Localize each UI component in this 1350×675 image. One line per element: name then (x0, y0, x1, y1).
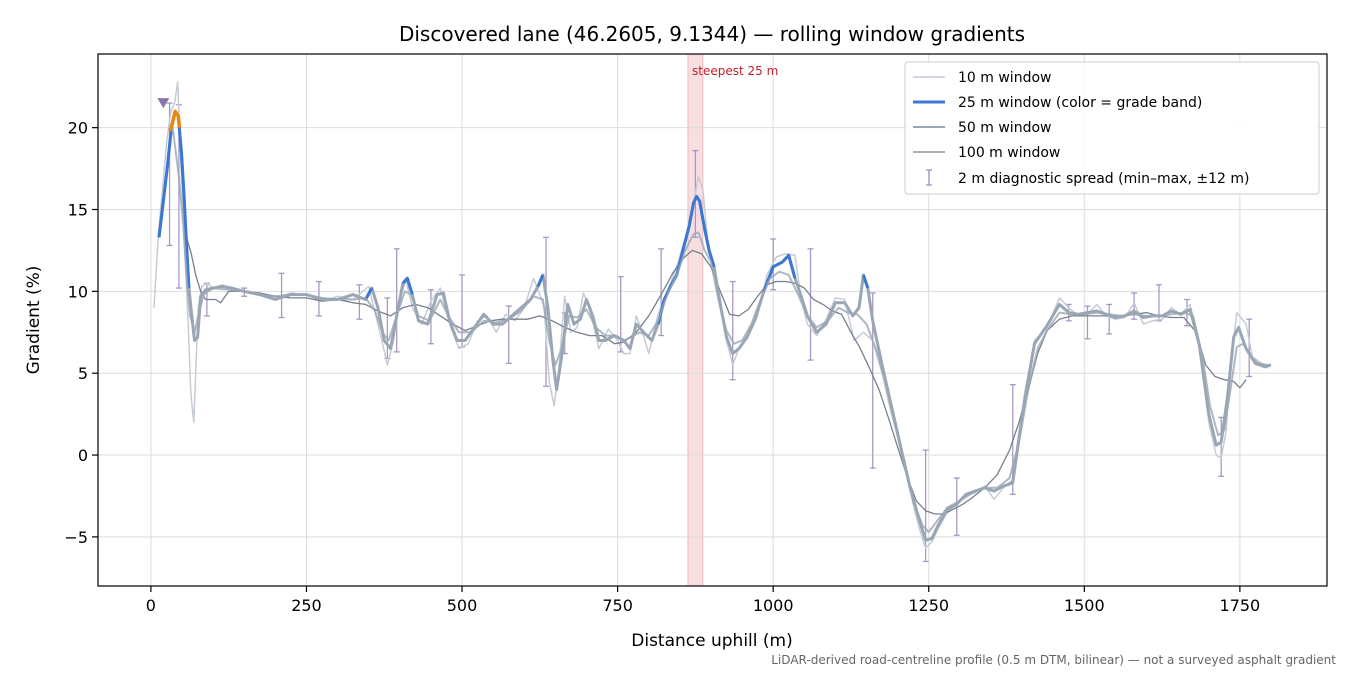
y-tick-label: 15 (68, 201, 88, 220)
legend-label-50m: 50 m window (958, 120, 1051, 136)
tick-layer: 0 250 500 750 1000 1250 1500 1750 −5 0 5 10 15 20 (64, 119, 1260, 615)
errorbar (807, 248, 814, 361)
errorbar (1246, 318, 1253, 378)
legend-label-10m: 10 m window (958, 70, 1051, 86)
steepest-band (687, 53, 704, 587)
x-tick-label: 1000 (753, 596, 794, 615)
x-tick-label: 750 (602, 596, 633, 615)
x-axis-title: Distance uphill (m) (631, 631, 792, 651)
series-line-25m-grade-band (536, 274, 545, 287)
errorbar (658, 248, 665, 337)
errorbar (543, 236, 550, 387)
series-line-25m-grade-band (861, 274, 870, 289)
errorbar (922, 449, 929, 563)
steepest-annotation: steepest 25 m (692, 64, 778, 78)
errorbar (356, 284, 363, 320)
legend-label-errorbar: 2 m diagnostic spread (min–max, ±12 m) (958, 171, 1249, 187)
legend-label-100m: 100 m window (958, 145, 1060, 161)
errorbar (166, 102, 173, 247)
x-tick-label: 0 (146, 596, 156, 615)
chart-title: Discovered lane (46.2605, 9.1344) — roll… (399, 22, 1025, 46)
series-line-100m (182, 235, 1247, 515)
legend-box (904, 61, 1320, 195)
y-tick-label: 0 (78, 446, 88, 465)
y-tick-label: 20 (68, 119, 88, 138)
series-line-25m-steep (168, 109, 182, 132)
series-line-50m (171, 127, 1269, 533)
errorbar (1106, 303, 1113, 335)
x-tick-label: 1250 (908, 596, 949, 615)
series-line-25m-grade-band (401, 276, 414, 296)
series-line-25m-grade-band (364, 287, 374, 301)
errorbar (953, 477, 960, 536)
max-gradient-marker (157, 98, 170, 109)
x-tick-label: 1500 (1064, 596, 1105, 615)
y-tick-label: 5 (78, 364, 88, 383)
series-layer (153, 81, 1272, 550)
steepest-highlight-layer (687, 53, 704, 587)
footnote: LiDAR-derived road-centreline profile (0… (771, 653, 1336, 667)
x-tick-label: 250 (291, 596, 322, 615)
legend-label-25m: 25 m window (color = grade band) (958, 95, 1202, 111)
plot-frame (97, 53, 1328, 587)
x-tick-label: 500 (447, 596, 478, 615)
series-line-25m-grade-band (762, 253, 797, 292)
x-tick-label: 1750 (1220, 596, 1261, 615)
errorbar (393, 248, 400, 353)
legend: 10 m window 25 m window (color = grade b… (904, 61, 1320, 195)
legend-swatch-errorbar (926, 169, 932, 186)
marker-layer (157, 98, 170, 109)
y-tick-label: 10 (68, 282, 88, 301)
y-tick-label: −5 (64, 528, 88, 547)
y-axis-title: Gradient (%) (24, 266, 44, 375)
